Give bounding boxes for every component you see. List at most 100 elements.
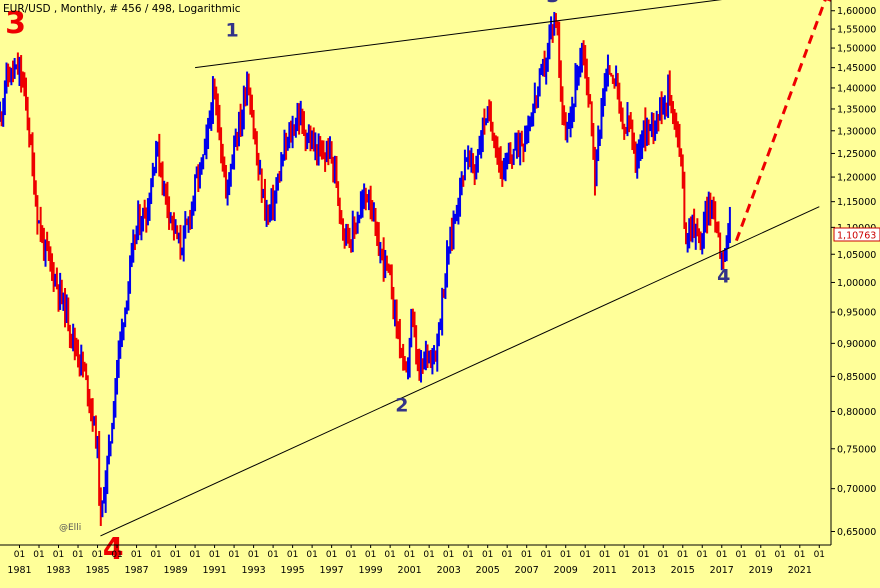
y-tick-label: 0,70000 (837, 484, 876, 495)
wave-label-3: 3 (546, 0, 559, 7)
x-month-label: 01 (443, 550, 454, 560)
plot-area: 3 4 1 2 3 4 (0, 0, 831, 567)
x-month-label: 01 (423, 550, 434, 560)
x-month-label: 01 (365, 550, 376, 560)
x-month-label: 01 (384, 550, 395, 560)
wave-label-2: 2 (395, 394, 408, 416)
x-year-label: 2017 (710, 565, 734, 576)
y-tick-label: 0,85000 (837, 372, 876, 383)
y-tick-label: 0,80000 (837, 407, 876, 418)
x-month-label: 01 (482, 550, 493, 560)
x-year-label: 1989 (163, 565, 187, 576)
x-year-label: 1999 (359, 565, 383, 576)
x-year-label: 2013 (632, 565, 656, 576)
lower-trendline (100, 206, 820, 537)
x-month-label: 01 (638, 550, 649, 560)
x-year-label: 2007 (515, 565, 539, 576)
y-tick-label: 1,05000 (837, 250, 876, 261)
x-month-label: 01 (248, 550, 259, 560)
x-month-label: 01 (794, 550, 805, 560)
x-month-label: 01 (560, 550, 571, 560)
x-month-label: 01 (814, 550, 825, 560)
y-tick-label: 1,55000 (837, 25, 876, 36)
x-year-label: 2003 (437, 565, 461, 576)
x-year-label: 1991 (202, 565, 226, 576)
x-month-label: 01 (716, 550, 727, 560)
x-month-label: 01 (697, 550, 708, 560)
wave-label-4: 4 (103, 532, 124, 567)
x-month-label: 01 (189, 550, 200, 560)
x-month-label: 01 (462, 550, 473, 560)
x-month-label: 01 (111, 550, 122, 560)
projection-arrowhead (825, 0, 831, 2)
y-tick-label: 0,65000 (837, 527, 876, 538)
x-year-label: 1987 (124, 565, 148, 576)
x-month-label: 01 (618, 550, 629, 560)
x-year-label: 1981 (7, 565, 31, 576)
x-month-label: 01 (345, 550, 356, 560)
x-month-label: 01 (404, 550, 415, 560)
x-month-label: 01 (326, 550, 337, 560)
x-month-label: 01 (209, 550, 220, 560)
x-month-label: 01 (306, 550, 317, 560)
x-year-label: 2021 (788, 565, 812, 576)
wave-label-4: 4 (717, 265, 730, 287)
x-month-label: 01 (92, 550, 103, 560)
x-year-label: 2015 (671, 565, 695, 576)
y-tick-label: 1,50000 (837, 44, 876, 55)
x-year-label: 2009 (554, 565, 578, 576)
y-tick-label: 1,25000 (837, 149, 876, 160)
x-month-label: 01 (775, 550, 786, 560)
x-year-label: 1997 (320, 565, 344, 576)
x-month-label: 01 (287, 550, 298, 560)
x-year-label: 1993 (241, 565, 265, 576)
wave-label-3: 3 (5, 6, 26, 41)
price-bars (0, 11, 731, 526)
x-month-label: 01 (170, 550, 181, 560)
x-month-label: 01 (131, 550, 142, 560)
x-year-label: 2001 (398, 565, 422, 576)
x-month-label: 01 (658, 550, 669, 560)
y-tick-label: 1,60000 (837, 6, 876, 17)
y-tick-label: 0,90000 (837, 339, 876, 350)
y-tick-label: 1,35000 (837, 104, 876, 115)
current-price-box: 1,10763 (833, 227, 880, 242)
x-month-label: 01 (72, 550, 83, 560)
x-month-label: 01 (521, 550, 532, 560)
y-tick-label: 1,30000 (837, 126, 876, 137)
x-axis: 01 01 01 01 01 01 01 01 01 01 01 01 01 01 01 01 01 01 01 01… (7, 545, 825, 576)
x-month-label: 01 (228, 550, 239, 560)
x-year-label: 2005 (476, 565, 500, 576)
watermark: @Elli (59, 523, 81, 533)
wave-labels: 3 4 1 2 3 4 (5, 0, 730, 567)
x-month-label: 01 (267, 550, 278, 560)
x-year-label: 1995 (281, 565, 305, 576)
x-month-label: 01 (501, 550, 512, 560)
y-tick-label: 1,00000 (837, 278, 876, 289)
x-month-label: 01 (579, 550, 590, 560)
upper-trendline (195, 0, 723, 69)
x-month-label: 01 (736, 550, 747, 560)
chart-title: EUR/USD , Monthly, # 456 / 498, Logarith… (3, 3, 241, 15)
x-year-label: 1985 (85, 565, 109, 576)
x-month-label: 01 (14, 550, 25, 560)
y-tick-label: 1,15000 (837, 197, 876, 208)
y-axis: 1,60000 1,55000 1,50000 1,45000 1,40000 1,350… (831, 6, 876, 538)
x-year-label: 1983 (46, 565, 70, 576)
x-month-label: 01 (53, 550, 64, 560)
x-month-label: 01 (599, 550, 610, 560)
y-tick-label: 1,45000 (837, 63, 876, 74)
x-month-label: 01 (33, 550, 44, 560)
x-month-label: 01 (540, 550, 551, 560)
trendlines (100, 0, 831, 537)
y-tick-label: 1,40000 (837, 83, 876, 94)
y-tick-label: 0,75000 (837, 444, 876, 455)
x-month-label: 01 (677, 550, 688, 560)
wave-label-1: 1 (226, 20, 239, 42)
y-tick-label: 1,20000 (837, 173, 876, 184)
current-price-label: 1,10763 (837, 231, 876, 242)
x-month-label: 01 (150, 550, 161, 560)
